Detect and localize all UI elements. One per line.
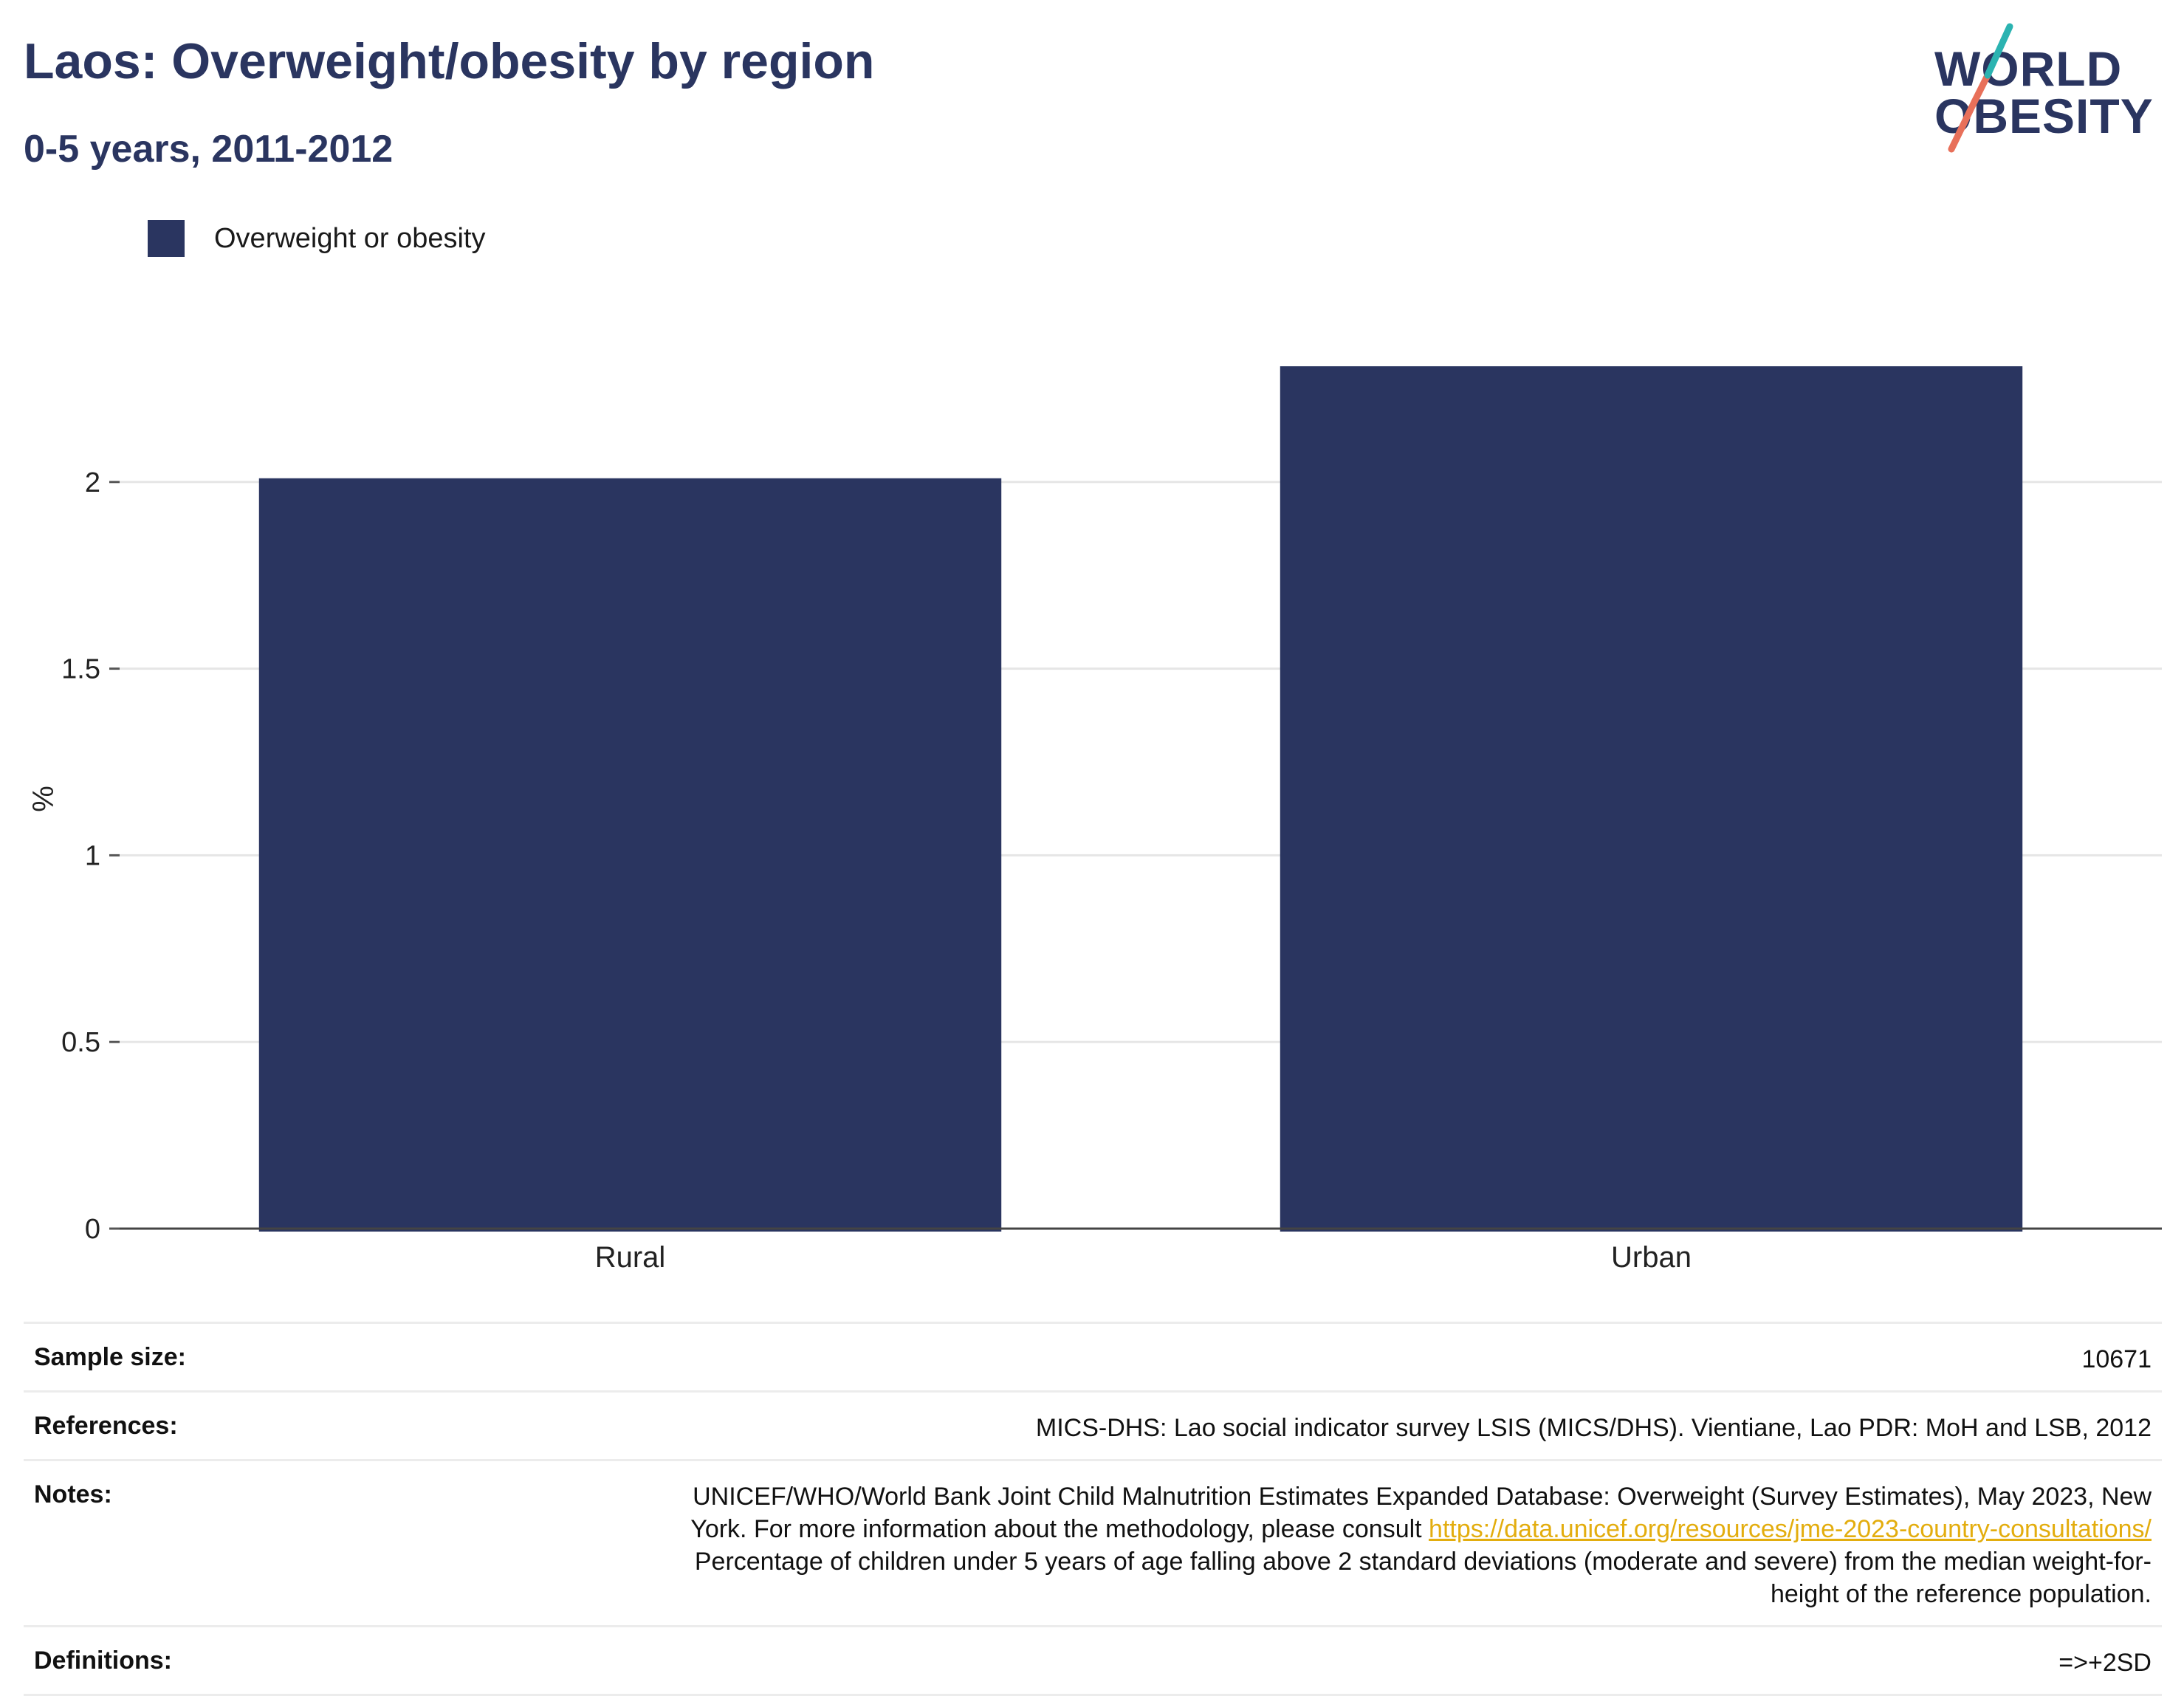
legend-swatch xyxy=(148,220,185,257)
chart-subtitle: 0-5 years, 2011-2012 xyxy=(24,128,394,171)
references-value: MICS-DHS: Lao social indicator survey LS… xyxy=(1035,1414,2152,1442)
methodology-link[interactable]: https://data.unicef.org/resources/jme-20… xyxy=(1429,1515,2152,1543)
notes-text-2: Percentage of children under 5 years of … xyxy=(694,1548,2152,1608)
logo-line-1: WORLD xyxy=(1934,41,2123,96)
definitions-label: Definitions: xyxy=(34,1647,172,1675)
chart-title: Laos: Overweight/obesity by region xyxy=(24,33,875,89)
definitions-value: =>+2SD xyxy=(2058,1649,2152,1677)
world-obesity-logo: WORLD OBESITY xyxy=(1920,15,2171,155)
x-tick-label: Rural xyxy=(595,1241,666,1274)
logo-slash-icon xyxy=(1948,23,2013,153)
sample-size-value: 10671 xyxy=(2081,1345,2152,1373)
info-table: Sample size: 10671 References: MICS-DHS:… xyxy=(24,1322,2162,1696)
bar-chart: 0 0.5 1 1.5 2% Rural Urban xyxy=(27,366,2162,1274)
info-row-definitions: Definitions: =>+2SD xyxy=(24,1625,2162,1696)
chart-legend: Overweight or obesity xyxy=(148,220,486,257)
notes-text-1: UNICEF/WHO/World Bank Joint Child Malnut… xyxy=(690,1483,2152,1543)
notes-value: UNICEF/WHO/World Bank Joint Child Malnut… xyxy=(638,1480,2152,1610)
y-tick-label: 1 xyxy=(85,840,100,871)
info-row-sample-size: Sample size: 10671 xyxy=(24,1322,2162,1390)
bar-rural xyxy=(258,478,1002,1232)
y-axis-title: % xyxy=(27,786,60,812)
y-tick-label: 2 xyxy=(85,467,100,498)
bar-urban xyxy=(1280,366,2023,1232)
y-tick-label: 0.5 xyxy=(61,1027,100,1058)
references-label: References: xyxy=(34,1412,178,1440)
info-row-references: References: MICS-DHS: Lao social indicat… xyxy=(24,1390,2162,1459)
y-tick-label: 0 xyxy=(85,1214,100,1245)
notes-label: Notes: xyxy=(34,1480,112,1508)
legend-label: Overweight or obesity xyxy=(214,222,486,254)
info-row-notes: Notes: UNICEF/WHO/World Bank Joint Child… xyxy=(24,1459,2162,1625)
y-tick-label: 1.5 xyxy=(61,654,100,685)
x-tick-label: Urban xyxy=(1611,1241,1692,1274)
sample-size-label: Sample size: xyxy=(34,1343,186,1371)
